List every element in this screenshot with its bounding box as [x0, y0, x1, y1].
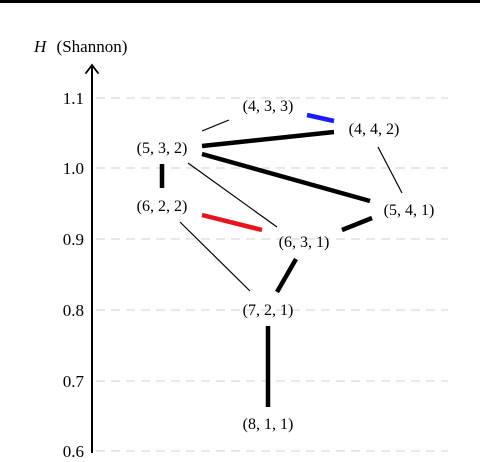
- y-axis-arrow-icon: [85, 63, 99, 74]
- edge-532-631: [187, 162, 278, 228]
- node-label-541: (5, 4, 1): [384, 202, 435, 219]
- y-axis: [85, 63, 99, 453]
- edges: [159, 112, 403, 407]
- node-label-811: (8, 1, 1): [243, 416, 294, 433]
- edge-442-541: [377, 146, 403, 194]
- edge-622-721: [179, 221, 251, 292]
- y-axis-title-text: (Shannon): [57, 37, 128, 56]
- node-label-631: (6, 3, 1): [279, 234, 330, 251]
- y-tick-labels: 0.6 0.7 0.8 0.9 1.0 1.1: [63, 89, 85, 461]
- node-label-532: (5, 3, 2): [137, 140, 188, 157]
- edge-532-442: [201, 129, 335, 149]
- edge-541-631: [341, 215, 373, 233]
- node-label-721: (7, 2, 1): [243, 302, 294, 319]
- edge-433-442: [306, 112, 335, 124]
- node-label-622: (6, 2, 2): [137, 198, 188, 215]
- y-axis-title-symbol: H: [33, 37, 48, 56]
- y-tick-label: 1.0: [63, 159, 84, 178]
- node-label-433: (4, 3, 3): [243, 98, 294, 115]
- nodes: (4, 3, 3) (4, 4, 2) (5, 3, 2) (6, 2, 2) …: [137, 98, 435, 433]
- y-tick-label: 1.1: [63, 89, 84, 108]
- node-label-442: (4, 4, 2): [349, 121, 400, 138]
- edge-622-631: [201, 212, 263, 233]
- y-tick-label: 0.7: [63, 372, 85, 391]
- edge-532-433: [201, 119, 230, 132]
- edge-532-541: [201, 151, 371, 204]
- edge-631-721: [275, 257, 298, 294]
- y-axis-title: H (Shannon): [33, 37, 127, 56]
- y-tick-label: 0.9: [63, 230, 84, 249]
- y-tick-label: 0.8: [63, 301, 84, 320]
- y-tick-label: 0.6: [63, 442, 84, 461]
